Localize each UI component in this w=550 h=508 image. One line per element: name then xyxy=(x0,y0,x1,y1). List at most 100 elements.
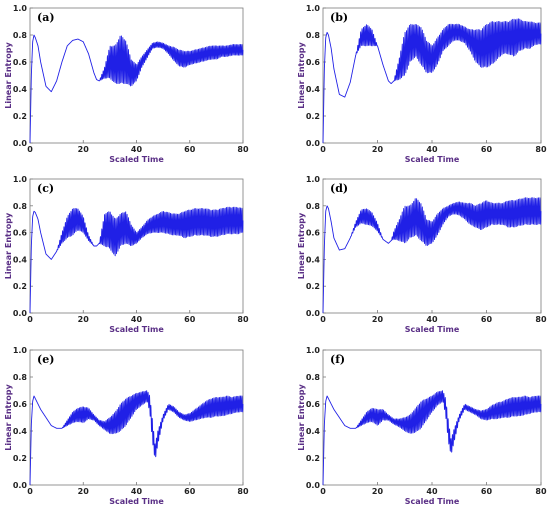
x-tick-label: 60 xyxy=(481,145,493,154)
y-tick-label: 0.6 xyxy=(13,400,28,409)
y-tick-label: 0.6 xyxy=(306,229,321,238)
x-tick-label: 20 xyxy=(78,315,90,324)
y-tick-label: 0.6 xyxy=(306,400,321,409)
y-tick-label: 0.0 xyxy=(13,481,28,490)
x-tick-label: 20 xyxy=(372,145,384,154)
x-tick-label: 20 xyxy=(78,145,90,154)
y-axis-label: Linear Entropy xyxy=(4,41,13,108)
y-axis-label: Linear Entropy xyxy=(297,41,306,108)
panel-label: (d) xyxy=(330,182,348,195)
x-tick-label: 80 xyxy=(237,487,249,496)
series-line-1 xyxy=(322,18,542,144)
y-axis-label: Linear Entropy xyxy=(297,212,306,279)
y-tick-label: 0.0 xyxy=(13,139,28,148)
panel-label: (e) xyxy=(37,353,54,366)
panel-label: (c) xyxy=(37,182,54,195)
y-tick-label: 0.0 xyxy=(306,309,321,318)
series-line-1 xyxy=(29,206,244,314)
y-tick-label: 1.0 xyxy=(306,4,321,13)
y-tick-label: 0.8 xyxy=(13,31,28,40)
x-tick-label: 0 xyxy=(320,145,326,154)
x-tick-label: 60 xyxy=(184,145,196,154)
x-tick-label: 80 xyxy=(535,315,547,324)
y-tick-label: 0.8 xyxy=(306,202,321,211)
x-tick-label: 80 xyxy=(237,145,249,154)
chart-panel-5: 0.0 0.2 0.4 0.6 0.8 1.0 0 20 40 60 80 Scaled Time Li… xyxy=(4,346,249,506)
y-tick-label: 0.4 xyxy=(13,255,28,264)
chart-panel-6: 0.0 0.2 0.4 0.6 0.8 1.0 0 20 40 60 80 Scaled Time Li… xyxy=(297,346,547,506)
series-line-1 xyxy=(322,390,542,486)
y-axis-label: Linear Entropy xyxy=(297,383,306,450)
x-tick-label: 40 xyxy=(426,145,438,154)
chart-panel-4: 0.0 0.2 0.4 0.6 0.8 1.0 0 20 40 60 80 Scaled Time Li… xyxy=(297,175,547,334)
plot-frame xyxy=(29,178,244,314)
series-line-1 xyxy=(322,197,542,314)
y-tick-label: 0.0 xyxy=(13,309,28,318)
x-tick-label: 80 xyxy=(237,315,249,324)
chart-panel-2: 0.0 0.2 0.4 0.6 0.8 1.0 0 20 40 60 80 Scaled Time Li… xyxy=(297,4,547,164)
y-tick-label: 0.6 xyxy=(13,58,28,67)
x-tick-label: 0 xyxy=(27,487,33,496)
y-tick-label: 0.4 xyxy=(306,85,321,94)
x-tick-label: 60 xyxy=(184,315,196,324)
x-tick-label: 40 xyxy=(131,315,143,324)
y-tick-label: 0.8 xyxy=(13,373,28,382)
x-tick-label: 20 xyxy=(78,487,90,496)
x-tick-label: 60 xyxy=(481,487,493,496)
x-axis-label: Scaled Time xyxy=(109,325,164,334)
panel-label: (b) xyxy=(330,11,348,24)
series-line-1 xyxy=(29,390,244,486)
y-tick-label: 0.2 xyxy=(306,112,320,121)
y-tick-label: 0.8 xyxy=(13,202,28,211)
chart-panel-1: 0.0 0.2 0.4 0.6 0.8 1.0 0 20 40 60 80 Scaled Time Li… xyxy=(4,4,249,164)
y-tick-label: 1.0 xyxy=(306,346,321,355)
y-tick-label: 0.4 xyxy=(306,427,321,436)
x-axis-label: Scaled Time xyxy=(109,497,164,506)
x-axis-label: Scaled Time xyxy=(405,497,460,506)
y-axis-label: Linear Entropy xyxy=(4,212,13,279)
series-line-1 xyxy=(29,34,244,144)
y-tick-label: 0.0 xyxy=(306,481,321,490)
plot-frame xyxy=(322,349,542,486)
x-tick-label: 0 xyxy=(320,315,326,324)
y-tick-label: 0.2 xyxy=(13,112,27,121)
plot-frame xyxy=(322,178,542,314)
x-tick-label: 20 xyxy=(372,315,384,324)
y-tick-label: 0.0 xyxy=(306,139,321,148)
y-tick-label: 0.4 xyxy=(306,255,321,264)
plot-frame xyxy=(29,349,244,486)
x-tick-label: 0 xyxy=(27,145,33,154)
x-tick-label: 20 xyxy=(372,487,384,496)
y-tick-label: 0.4 xyxy=(13,427,28,436)
chart-panel-3: 0.0 0.2 0.4 0.6 0.8 1.0 0 20 40 60 80 Scaled Time Li… xyxy=(4,175,249,334)
y-tick-label: 0.4 xyxy=(13,85,28,94)
y-tick-label: 1.0 xyxy=(306,175,321,184)
x-axis-label: Scaled Time xyxy=(405,325,460,334)
x-axis-label: Scaled Time xyxy=(109,155,164,164)
x-tick-label: 60 xyxy=(184,487,196,496)
y-tick-label: 0.2 xyxy=(13,282,27,291)
panel-label: (a) xyxy=(37,11,55,24)
y-tick-label: 1.0 xyxy=(13,4,28,13)
x-tick-label: 40 xyxy=(131,145,143,154)
y-tick-label: 0.2 xyxy=(13,454,27,463)
x-axis-label: Scaled Time xyxy=(405,155,460,164)
y-tick-label: 0.8 xyxy=(306,31,321,40)
x-tick-label: 40 xyxy=(131,487,143,496)
y-tick-label: 0.2 xyxy=(306,454,320,463)
y-tick-label: 0.6 xyxy=(306,58,321,67)
y-tick-label: 0.8 xyxy=(306,373,321,382)
x-tick-label: 80 xyxy=(535,487,547,496)
x-tick-label: 0 xyxy=(320,487,326,496)
x-tick-label: 0 xyxy=(27,315,33,324)
y-tick-label: 0.6 xyxy=(13,229,28,238)
panel-label: (f) xyxy=(330,353,345,366)
x-tick-label: 40 xyxy=(426,315,438,324)
y-tick-label: 0.2 xyxy=(306,282,320,291)
x-tick-label: 80 xyxy=(535,145,547,154)
y-tick-label: 1.0 xyxy=(13,175,28,184)
x-tick-label: 40 xyxy=(426,487,438,496)
y-axis-label: Linear Entropy xyxy=(4,383,13,450)
x-tick-label: 60 xyxy=(481,315,493,324)
